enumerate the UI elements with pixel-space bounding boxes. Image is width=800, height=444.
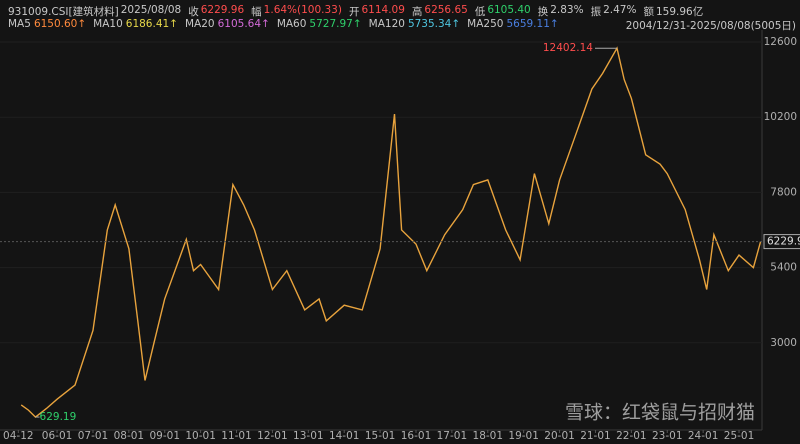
ma-label: MA60 [276,18,307,30]
y-tick-label: 7800 [770,186,797,198]
quote-value: 6256.65 [424,4,468,16]
ma-value: 6150.60↑ [33,18,87,30]
last-price-box [763,234,800,250]
quote-value: 2.83% [550,4,584,16]
ma-label: MA120 [368,18,405,30]
x-tick-label: 06-01 [42,430,73,442]
x-tick-label: 18-01 [473,430,504,442]
ma-value: 5659.11↑ [506,18,559,30]
quote-value: 1.64%(100.33) [263,4,342,16]
y-tick-label: 10200 [764,111,797,123]
ma-value: 5735.34↑ [407,18,461,30]
quote-value: 2.47% [603,4,637,16]
quote-item: 收 6229.96 [188,4,244,19]
quote-item: 高 6256.65 [412,4,468,19]
quote-item: 额 159.96亿 [643,4,703,19]
price-line [20,46,762,419]
x-tick-label: 17-01 [437,430,468,442]
quote-header: 931009.CSI[建筑材料] 2025/08/08 收 6229.96 幅 1.64%… [8,4,703,19]
ma-label: MA250 [467,18,504,30]
date-range: 2004/12/31-2025/08/08(5005日) [625,20,796,32]
x-tick-label: 14-01 [329,430,360,442]
quote-value: 2025/08/08 [120,4,182,16]
x-tick-label: 12-01 [257,430,288,442]
ma-item: MA250 5659.11↑ [467,18,559,30]
quote-label: 低 [474,6,486,18]
quote-value: 6114.09 [361,4,405,16]
ma-value: 5727.97↑ [309,18,362,30]
y-tick-label: 12600 [764,36,797,48]
quote-label: 额 [643,6,654,18]
ma-item: MA60 5727.97↑ [277,18,362,30]
x-tick-label: 04-12 [3,430,34,442]
x-tick-label: 10-01 [185,430,216,442]
x-tick-label: 08-01 [114,430,145,442]
x-tick-label: 22-01 [616,430,647,442]
quote-value: 6105.40 [487,4,531,16]
x-tick-label: 16-01 [401,430,432,442]
ma-item: MA20 6105.64↑ [185,18,270,30]
ma-item: MA5 6150.60↑ [8,18,86,30]
ma-label: MA10 [93,18,123,30]
quote-item: 幅 1.64%(100.33) [251,4,342,19]
last-price-label: 6229.96 [767,236,800,248]
x-tick-label: 13-01 [293,430,324,442]
quote-label: 931009.CSI[建筑材料] [8,6,119,18]
quote-value: 159.96亿 [655,6,704,18]
quote-item: 振 2.47% [591,4,637,19]
quote-item: 低 6105.40 [475,4,531,19]
ma-value: 6186.41↑ [125,18,178,30]
quote-item: 开 6114.09 [349,4,405,19]
ma-label: MA5 [8,18,31,30]
watermark: 雪球：红袋鼠与招财猫 [565,402,755,424]
ma-value: 6105.64↑ [217,18,270,30]
quote-item: 931009.CSI[建筑材料] 2025/08/08 [8,4,181,19]
quote-label: 高 [411,6,423,18]
ma-item: MA120 5735.34↑ [369,18,461,30]
x-tick-label: 25-01 [724,430,755,442]
ma-legend: MA5 6150.60↑ MA10 6186.41↑ MA20 6105.64↑ MA60 5… [8,18,559,30]
quote-label: 换 [537,6,549,18]
y-tick-label: 5400 [770,262,797,274]
x-tick-label: 15-01 [365,430,396,442]
x-tick-label: 23-01 [652,430,683,442]
min-label: 629.19 [40,411,77,423]
x-tick-label: 20-01 [544,430,575,442]
x-tick-label: 11-01 [221,430,252,442]
quote-label: 收 [188,6,199,18]
quote-label: 幅 [251,6,262,18]
quote-item: 换 2.83% [538,4,584,19]
quote-value: 6229.96 [200,4,245,16]
quote-label: 开 [348,6,360,18]
max-label: 12402.14 [543,42,593,54]
x-tick-label: 21-01 [580,430,611,442]
x-tick-label: 09-01 [149,430,180,442]
ma-item: MA10 6186.41↑ [93,18,178,30]
x-tick-label: 07-01 [78,430,109,442]
x-tick-label: 19-01 [508,430,539,442]
y-tick-label: 3000 [770,337,797,349]
ma-label: MA20 [184,18,215,30]
x-tick-label: 24-01 [688,430,719,442]
quote-label: 振 [590,6,602,18]
